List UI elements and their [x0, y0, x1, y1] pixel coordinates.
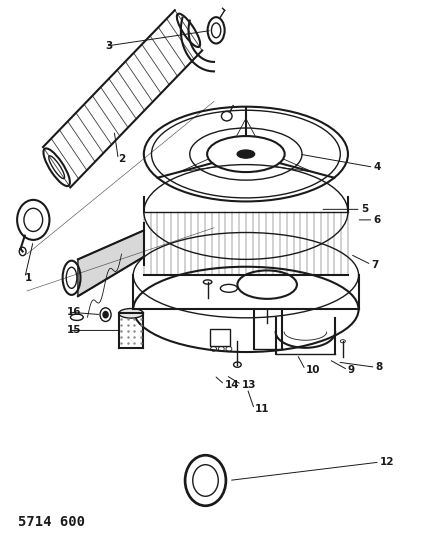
Text: 5: 5 — [361, 204, 368, 214]
Text: 6: 6 — [374, 215, 381, 225]
Text: 15: 15 — [67, 326, 82, 335]
Text: 4: 4 — [374, 162, 381, 172]
Text: 8: 8 — [376, 362, 383, 372]
Text: 3: 3 — [106, 41, 113, 51]
Text: 1: 1 — [25, 273, 32, 283]
Text: 14: 14 — [225, 379, 239, 390]
Text: 2: 2 — [118, 155, 125, 164]
Text: 11: 11 — [254, 405, 269, 415]
Text: 16: 16 — [67, 307, 82, 317]
Ellipse shape — [119, 309, 143, 318]
Text: 13: 13 — [242, 379, 256, 390]
Circle shape — [103, 311, 108, 318]
Text: 10: 10 — [306, 365, 320, 375]
Text: 5714 600: 5714 600 — [18, 515, 86, 529]
Ellipse shape — [237, 150, 255, 158]
Text: 9: 9 — [348, 365, 355, 375]
Text: 12: 12 — [380, 457, 394, 467]
Polygon shape — [78, 230, 144, 296]
Text: 7: 7 — [372, 260, 379, 270]
